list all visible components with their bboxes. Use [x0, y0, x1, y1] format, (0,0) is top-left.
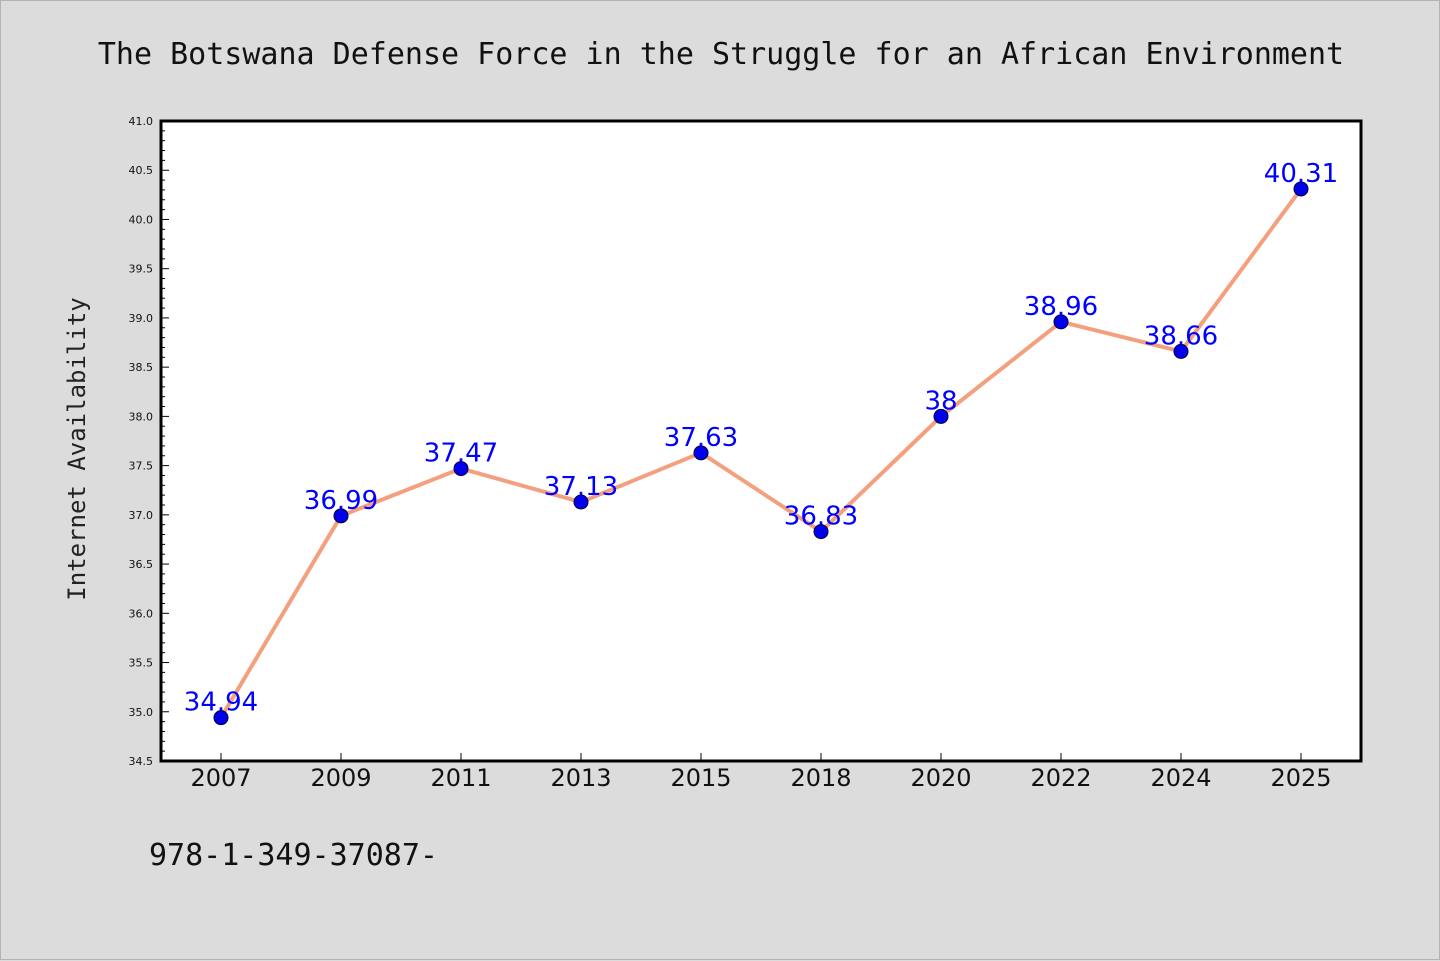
data-point-marker	[333, 508, 349, 524]
y-axis: 34.5 35.0 35.5 36.0 36.5 37.0 37.5 38.0 38.5 39.0…	[129, 115, 169, 768]
x-tick-label: 2011	[430, 764, 491, 792]
y-tick-label: 37.0	[129, 509, 154, 522]
series-line	[219, 187, 1303, 719]
data-point-marker	[1053, 314, 1069, 330]
y-axis-label: Internet Availability	[63, 297, 91, 600]
y-tick-label: 41.0	[129, 115, 154, 128]
y-tick-label: 35.5	[129, 657, 154, 670]
x-tick-label: 2022	[1030, 764, 1091, 792]
y-tick-label: 34.5	[129, 755, 154, 768]
data-label: 38.66	[1144, 321, 1218, 351]
data-label: 40.31	[1264, 159, 1338, 189]
data-label: 36.99	[304, 486, 378, 516]
x-tick-label: 2018	[790, 764, 851, 792]
x-axis: 2007 2009 2011 2013 2015 2018 2020 2022 2024 2025	[190, 753, 1332, 792]
data-labels: 34.94 36.99 37.47 37.13 37.63 36.83 38 38.96 38.…	[184, 159, 1338, 718]
y-tick-label: 38.0	[129, 410, 154, 423]
chart-title: The Botswana Defense Force in the Strugg…	[98, 37, 1344, 72]
data-label: 37.47	[424, 439, 498, 469]
plot-area	[161, 121, 1361, 761]
x-tick-label: 2024	[1150, 764, 1211, 792]
y-tick-label: 36.0	[129, 607, 154, 620]
x-tick-label: 2009	[310, 764, 371, 792]
data-point-marker	[573, 494, 589, 510]
y-tick-label: 40.5	[129, 164, 154, 177]
data-label: 37.13	[544, 472, 618, 502]
data-label: 38.96	[1024, 292, 1098, 322]
data-point-marker	[453, 461, 469, 477]
data-series	[213, 181, 1309, 726]
y-tick-label: 38.5	[129, 361, 154, 374]
data-label: 38	[924, 386, 957, 416]
y-tick-label: 37.5	[129, 460, 154, 473]
data-point-marker	[693, 445, 709, 461]
x-tick-label: 2015	[670, 764, 731, 792]
data-label: 34.94	[184, 688, 258, 718]
x-tick-label: 2007	[190, 764, 251, 792]
footer-isbn: 978-1-349-37087-	[149, 838, 438, 873]
x-tick-label: 2013	[550, 764, 611, 792]
data-label: 36.83	[784, 502, 858, 532]
data-point-marker	[1173, 343, 1189, 359]
x-tick-label: 2020	[910, 764, 971, 792]
data-point-marker	[213, 710, 229, 726]
data-point-marker	[933, 408, 949, 424]
y-tick-label: 39.0	[129, 312, 154, 325]
data-label: 37.63	[664, 423, 738, 453]
y-tick-label: 40.0	[129, 213, 154, 226]
x-tick-label: 2025	[1270, 764, 1331, 792]
y-tick-label: 36.5	[129, 558, 154, 571]
y-tick-label: 35.0	[129, 706, 154, 719]
data-point-marker	[1293, 181, 1309, 197]
data-point-marker	[813, 524, 829, 540]
plot-border	[159, 119, 1363, 763]
y-tick-label: 39.5	[129, 263, 154, 276]
